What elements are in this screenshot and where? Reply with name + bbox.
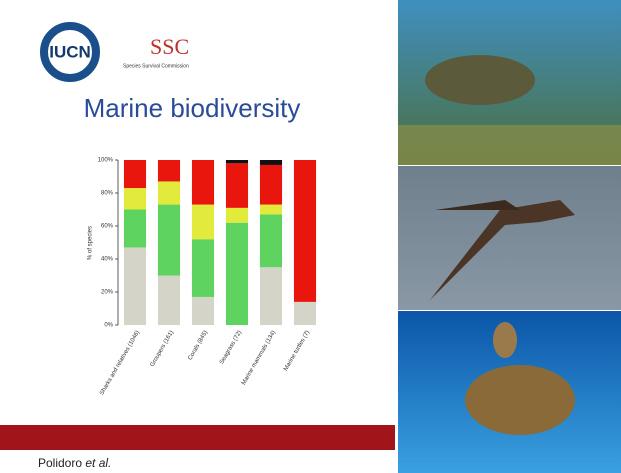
ssc-logo: SSC	[150, 34, 189, 59]
bar-segment	[123, 209, 147, 248]
logos: IUCN SSC Species Survival Commission	[40, 22, 189, 82]
x-tick-label: Corals (845)	[187, 330, 209, 362]
citation-suffix: et al.	[85, 456, 111, 470]
y-tick-label: 0%	[104, 323, 113, 329]
bar-segment	[259, 204, 283, 215]
plot: 0% 20% 40% 60% 80% 100% Sharks and relatives (…	[98, 158, 317, 397]
bar-segment	[293, 301, 317, 325]
y-tick-label: 60%	[101, 224, 114, 230]
y-tick-label: 40%	[101, 257, 114, 263]
coral	[398, 125, 621, 165]
bar-segment	[259, 267, 283, 325]
bar-segment	[157, 204, 181, 276]
bar-segment	[225, 222, 249, 325]
bird-wing	[435, 200, 520, 210]
y-axis-label: % of species	[88, 226, 94, 260]
y-tick-label: 80%	[101, 191, 114, 197]
bar-segment	[123, 247, 147, 325]
bird	[430, 200, 575, 300]
bar-segment	[191, 239, 215, 297]
y-tick-label: 20%	[101, 290, 114, 296]
x-tick-label: Marine turtles (7)	[283, 330, 311, 372]
bar-segment	[225, 207, 249, 223]
bar-segment	[259, 164, 283, 205]
x-tick-label: Marine mammals (134)	[241, 330, 277, 386]
x-tick-label: Seagrass (72)	[219, 330, 243, 366]
bar-segment	[157, 181, 181, 205]
x-tick-label: Groupers (161)	[150, 330, 176, 368]
citation-name: Polidoro	[38, 456, 82, 470]
bar-segment	[293, 160, 317, 302]
bar-segment	[259, 160, 283, 165]
bar-segment	[123, 160, 147, 189]
slide-title: Marine biodiversity	[84, 93, 301, 123]
iucn-logo: IUCN	[49, 42, 91, 61]
bar-segment	[191, 160, 215, 205]
iucn-ring	[40, 22, 100, 82]
bar-segment	[123, 188, 147, 210]
fish	[425, 55, 535, 105]
turtle-head	[493, 322, 517, 358]
bar-segment	[259, 214, 283, 268]
y-tick-label: 100%	[98, 158, 114, 164]
citation: Polidoro et al.	[38, 456, 111, 470]
bar-segment	[225, 163, 249, 208]
ssc-subtitle: Species Survival Commission	[123, 63, 189, 69]
turtle	[465, 365, 575, 435]
bar-segment	[191, 204, 215, 240]
bar-segment	[191, 296, 215, 325]
bar-segment	[157, 275, 181, 325]
footer-band	[0, 425, 395, 450]
photo-albatross	[398, 166, 621, 310]
bar-segment	[225, 160, 249, 164]
bar-segment	[157, 160, 181, 182]
x-tick-label: Sharks and relatives (1046)	[99, 330, 141, 397]
photo-column	[398, 0, 621, 473]
